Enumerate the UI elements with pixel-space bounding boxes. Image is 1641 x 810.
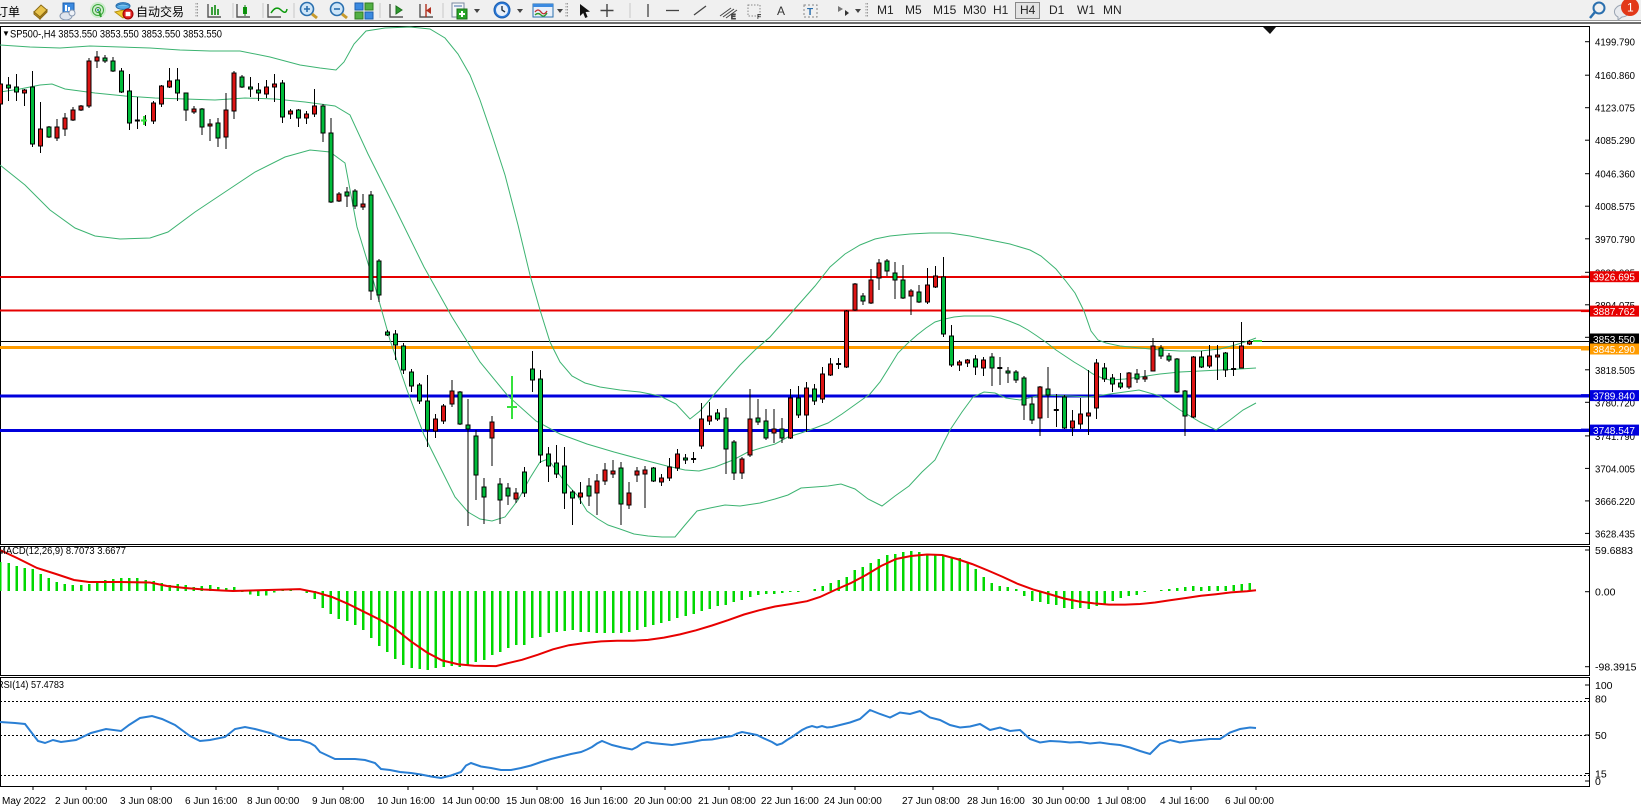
svg-text:RSI(14) 57.4783: RSI(14) 57.4783 <box>0 679 64 691</box>
svg-text:4085.290: 4085.290 <box>1595 135 1635 147</box>
svg-text:4 Jul 16:00: 4 Jul 16:00 <box>1160 796 1209 807</box>
svg-text:2 Jun 00:00: 2 Jun 00:00 <box>55 796 108 807</box>
svg-text:3853.550: 3853.550 <box>1593 334 1635 346</box>
svg-text:3628.435: 3628.435 <box>1595 528 1635 540</box>
svg-text:A: A <box>777 4 785 18</box>
svg-text:0.00: 0.00 <box>1595 587 1616 599</box>
svg-text:8 Jun 00:00: 8 Jun 00:00 <box>247 796 300 807</box>
svg-text:21 Jun 08:00: 21 Jun 08:00 <box>698 796 756 807</box>
svg-text:May 2022: May 2022 <box>2 796 46 807</box>
svg-text:3926.695: 3926.695 <box>1593 272 1635 284</box>
svg-text:3789.840: 3789.840 <box>1593 391 1635 403</box>
svg-text:E: E <box>731 14 736 21</box>
svg-text:4123.075: 4123.075 <box>1595 103 1635 115</box>
svg-text:24 Jun 00:00: 24 Jun 00:00 <box>824 796 882 807</box>
svg-text:15: 15 <box>1595 769 1607 781</box>
svg-text:-98.3915: -98.3915 <box>1595 662 1637 674</box>
svg-text:16 Jun 16:00: 16 Jun 16:00 <box>570 796 628 807</box>
svg-text:20 Jun 00:00: 20 Jun 00:00 <box>634 796 692 807</box>
svg-text:6 Jul 00:00: 6 Jul 00:00 <box>1225 796 1274 807</box>
svg-text:3 Jun 08:00: 3 Jun 08:00 <box>120 796 173 807</box>
svg-text:27 Jun 08:00: 27 Jun 08:00 <box>902 796 960 807</box>
svg-text:0: 0 <box>1595 776 1601 788</box>
svg-text:MACD(12,26,9) 8.7073 3.6677: MACD(12,26,9) 8.7073 3.6677 <box>0 545 126 557</box>
svg-text:6 Jun 16:00: 6 Jun 16:00 <box>185 796 238 807</box>
svg-text:80: 80 <box>1595 694 1607 706</box>
svg-text:3704.005: 3704.005 <box>1595 463 1635 475</box>
svg-text:F: F <box>757 14 761 21</box>
svg-text:3666.220: 3666.220 <box>1595 496 1635 508</box>
svg-text:4199.790: 4199.790 <box>1595 37 1635 49</box>
svg-text:T: T <box>807 7 813 18</box>
svg-text:▼: ▼ <box>2 29 10 38</box>
svg-text:3748.547: 3748.547 <box>1593 425 1635 437</box>
svg-text:SP500-,H4 3853.550 3853.550 3: SP500-,H4 3853.550 3853.550 3853.550 385… <box>10 29 222 41</box>
svg-text:10 Jun 16:00: 10 Jun 16:00 <box>377 796 435 807</box>
svg-text:28 Jun 16:00: 28 Jun 16:00 <box>967 796 1025 807</box>
svg-text:59.6883: 59.6883 <box>1595 545 1633 557</box>
svg-text:1: 1 <box>1627 1 1634 15</box>
svg-text:50: 50 <box>1595 730 1607 742</box>
svg-text:3845.290: 3845.290 <box>1593 344 1635 356</box>
svg-text:3887.762: 3887.762 <box>1593 306 1635 318</box>
svg-text:4046.360: 4046.360 <box>1595 169 1635 181</box>
svg-text:4008.575: 4008.575 <box>1595 201 1635 213</box>
svg-text:1 Jul 08:00: 1 Jul 08:00 <box>1097 796 1146 807</box>
svg-text:3818.505: 3818.505 <box>1595 365 1635 377</box>
svg-text:30 Jun 00:00: 30 Jun 00:00 <box>1032 796 1090 807</box>
svg-text:9 Jun 08:00: 9 Jun 08:00 <box>312 796 365 807</box>
svg-text:22 Jun 16:00: 22 Jun 16:00 <box>761 796 819 807</box>
svg-text:100: 100 <box>1595 680 1613 692</box>
svg-text:14 Jun 00:00: 14 Jun 00:00 <box>442 796 500 807</box>
svg-text:4160.860: 4160.860 <box>1595 70 1635 82</box>
svg-text:3970.790: 3970.790 <box>1595 234 1635 246</box>
svg-text:15 Jun 08:00: 15 Jun 08:00 <box>506 796 564 807</box>
